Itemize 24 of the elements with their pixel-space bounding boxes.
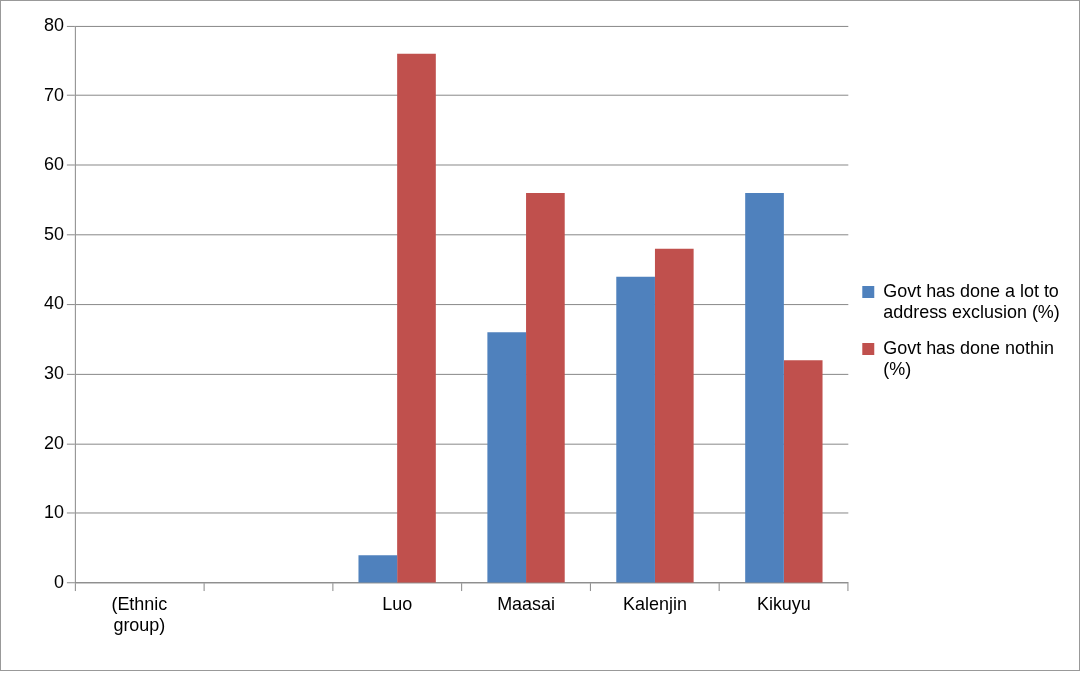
legend-label: Govt has done nothin (%) — [883, 337, 1054, 380]
legend-label: Govt has done a lot to address exclusion (%) — [883, 280, 1060, 323]
y-tick-label: 30 — [43, 363, 64, 384]
y-tick-label: 20 — [43, 432, 64, 453]
x-tick-label: Maasai — [497, 593, 555, 614]
bar — [783, 360, 823, 583]
y-tick-label: 60 — [43, 154, 64, 175]
y-tick-label: 50 — [43, 223, 64, 244]
bar — [616, 276, 655, 583]
y-tick-label: 80 — [43, 14, 64, 35]
y-tick-label: 70 — [43, 84, 64, 105]
bar — [654, 248, 694, 583]
bar — [487, 332, 527, 583]
bar — [397, 53, 436, 583]
y-tick-label: 10 — [43, 502, 64, 523]
x-tick-label: Kikuyu — [756, 593, 811, 614]
bar — [526, 193, 565, 583]
x-tick-label: Kalenjin — [623, 593, 687, 614]
bar — [745, 193, 784, 583]
x-tick-label: Luo — [382, 593, 413, 614]
y-tick-label: 40 — [43, 293, 64, 314]
bar — [358, 555, 398, 583]
y-tick-label: 0 — [53, 572, 64, 593]
x-tick-label: (Ethnic group) — [111, 593, 168, 636]
